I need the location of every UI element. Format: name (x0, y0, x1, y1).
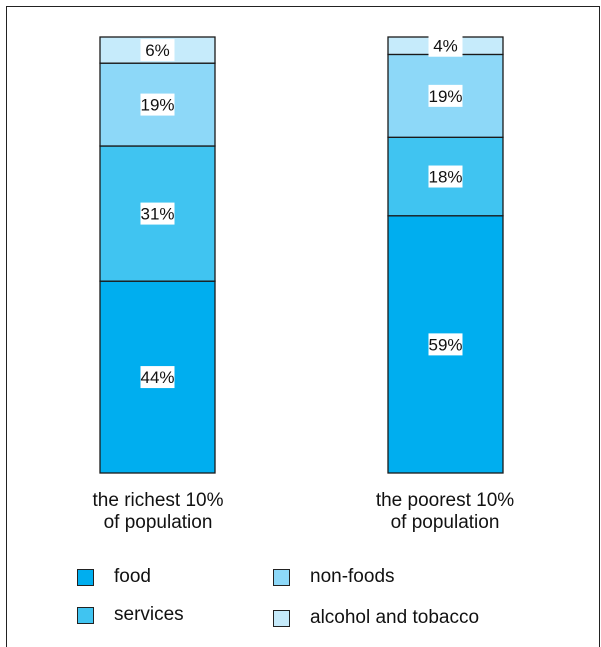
data-label-bg-poorest-alcohol-and-tobacco (428, 34, 463, 57)
data-label-bg-poorest-services (428, 165, 463, 188)
data-label-bg-poorest-non-foods (428, 84, 463, 107)
stacked-bar-chart: 44% 31% 19% 6% 59% 18% 19% 4% (99, 34, 504, 474)
legend-item-services: services (77, 604, 184, 626)
category-label-poorest: the poorest 10% of population (375, 490, 515, 533)
legend-item-alcohol-and-tobacco: alcohol and tobacco (273, 607, 479, 629)
data-label-bg-richest-food (140, 366, 175, 389)
category-label-richest: the richest 10% of population (92, 490, 224, 533)
legend-label-services: services (114, 604, 184, 625)
data-label-bg-poorest-food (428, 333, 463, 356)
chart-frame (6, 6, 600, 647)
legend-swatch-services (77, 606, 94, 624)
legend-item-non-foods: non-foods (273, 566, 395, 588)
data-label-richest-services: 31% (140, 205, 174, 224)
data-label-poorest-alcohol-and-tobacco: 4% (433, 37, 458, 56)
data-label-poorest-services: 18% (428, 168, 462, 187)
legend-swatch-non-foods (273, 568, 290, 586)
data-label-bg-richest-alcohol-and-tobacco (140, 39, 175, 62)
data-label-richest-non-foods: 19% (140, 96, 174, 115)
data-label-poorest-food: 59% (428, 335, 462, 354)
data-label-richest-food: 44% (140, 368, 174, 387)
data-label-richest-alcohol-and-tobacco: 6% (145, 41, 170, 60)
data-label-bg-richest-non-foods (140, 93, 175, 116)
legend-swatch-food (77, 568, 94, 586)
legend-label-food: food (114, 566, 151, 587)
data-label-poorest-non-foods: 19% (428, 87, 462, 106)
legend-item-food: food (77, 566, 151, 588)
legend-swatch-alcohol-and-tobacco (273, 609, 290, 627)
legend-label-alcohol-and-tobacco: alcohol and tobacco (310, 607, 480, 628)
legend-label-non-foods: non-foods (310, 566, 395, 587)
data-label-bg-richest-services (140, 202, 175, 225)
